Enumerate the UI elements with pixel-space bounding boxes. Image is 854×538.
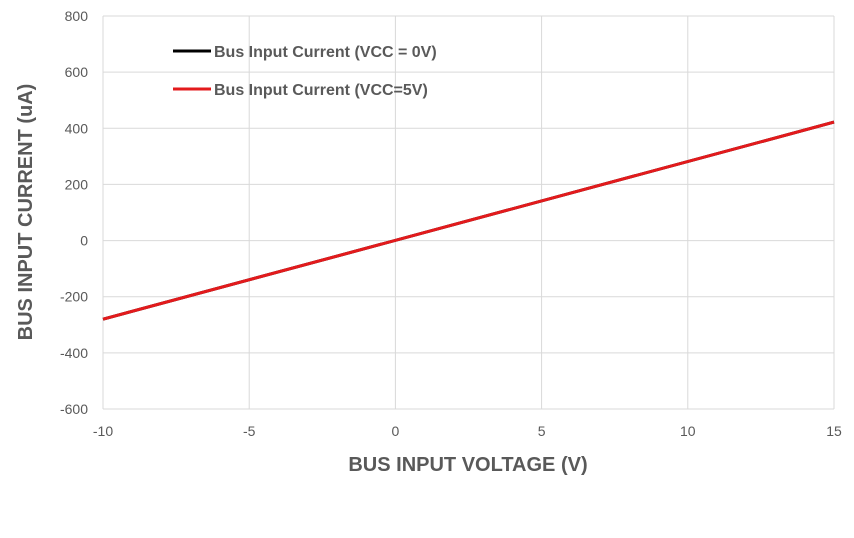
- y-tick-label: 200: [65, 176, 89, 192]
- y-tick-label: 800: [65, 8, 89, 24]
- y-tick-label: 0: [80, 233, 88, 249]
- x-tick-label: 15: [826, 423, 842, 439]
- series-lines: [102, 120, 835, 321]
- y-tick-label: 400: [65, 120, 89, 136]
- y-tick-label: -200: [60, 289, 88, 305]
- x-tick-label: 0: [392, 423, 400, 439]
- x-tick-label: -5: [243, 423, 256, 439]
- y-tick-label: -600: [60, 401, 88, 417]
- y-tick-labels: -600 -400 -200 0 200 400 600 800: [60, 8, 88, 417]
- y-axis-title: BUS INPUT CURRENT (uA): [15, 84, 37, 341]
- legend-label: Bus Input Current (VCC = 0V): [214, 44, 437, 61]
- series-line: [102, 120, 835, 321]
- legend-label: Bus Input Current (VCC=5V): [214, 82, 428, 99]
- x-tick-label: 10: [680, 423, 696, 439]
- gridlines: [102, 15, 835, 410]
- x-tick-label: -10: [93, 423, 113, 439]
- y-tick-label: -400: [60, 345, 88, 361]
- x-tick-label: 5: [538, 423, 546, 439]
- x-tick-labels: -10 -5 0 5 10 15: [93, 423, 842, 439]
- legend: Bus Input Current (VCC = 0V) Bus Input Cu…: [173, 44, 437, 99]
- x-axis-title: BUS INPUT VOLTAGE (V): [348, 454, 587, 476]
- y-tick-label: 600: [65, 64, 89, 80]
